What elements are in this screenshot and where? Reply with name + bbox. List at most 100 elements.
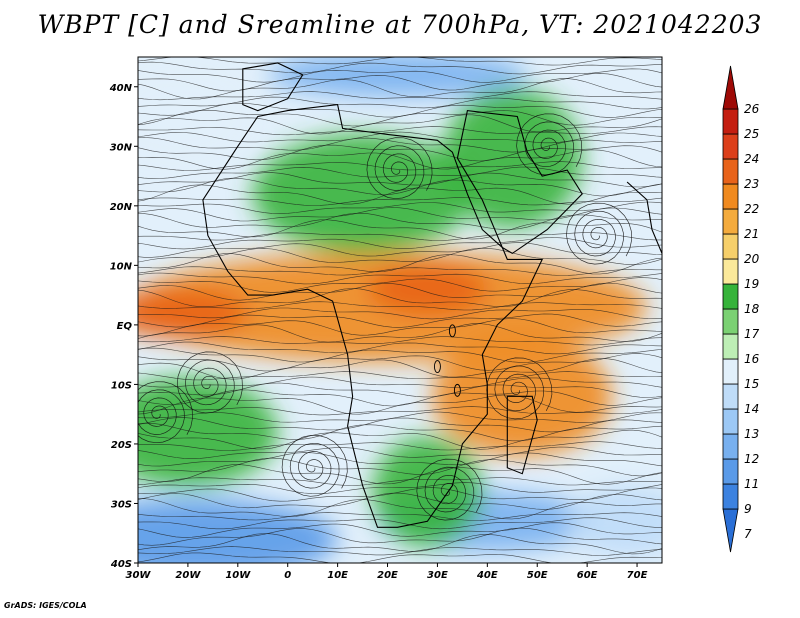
- latitude-axis: 40N 30N 20N 10N EQ 10S 20S 30S 40S: [109, 83, 138, 570]
- streamline-1: [138, 61, 662, 75]
- streamline-39: [138, 323, 662, 343]
- lon-tick-label: 30W: [126, 570, 152, 581]
- longitude-axis: 30W 20W 10W 0 10E 20E 30E 40E 50E 60E 70E: [126, 563, 648, 581]
- vortex-4: [366, 137, 433, 200]
- field-central-africa-max: [367, 264, 488, 315]
- streamline-21: [138, 201, 662, 214]
- colorbar-label: 24: [744, 152, 759, 166]
- streamline-55: [138, 441, 662, 451]
- streamline-24: [138, 219, 662, 240]
- colorbar-label: 9: [744, 502, 752, 516]
- colorbar-segment: [722, 308, 739, 335]
- field-north-atlantic-cool: [138, 71, 248, 162]
- streamline-2: [138, 68, 662, 83]
- chart-title: WBPT [C] and Sreamline at 700hPa, VT: 20…: [37, 10, 763, 39]
- streamline-22: [138, 207, 662, 222]
- vortex-7: [281, 434, 348, 497]
- streamline-23: [138, 212, 662, 230]
- streamline-48: [138, 389, 662, 407]
- colorbar-label: 15: [744, 377, 759, 391]
- colorbar-label: 13: [744, 427, 759, 441]
- field-mediterranean-cold: [267, 57, 528, 97]
- streamline-33: [138, 282, 662, 301]
- coastline-arabia: [456, 109, 583, 255]
- lon-tick-label: 20E: [377, 570, 398, 581]
- streamline-59: [138, 464, 662, 485]
- lon-tick-label: 30E: [427, 570, 448, 581]
- streamline-60: [138, 477, 662, 486]
- coastline-india: [626, 181, 662, 255]
- colorbar-segment: [722, 458, 739, 485]
- lon-tick-label: 70E: [627, 570, 648, 581]
- streamline-49: [138, 394, 662, 415]
- plot-area: [138, 57, 662, 563]
- streamline-35: [138, 301, 662, 311]
- streamline-68: [138, 527, 662, 546]
- colorbar-label: 7: [744, 527, 752, 541]
- vortex-2: [486, 357, 553, 420]
- colorbar-label: 16: [744, 352, 760, 366]
- colorbar-label: 18: [744, 302, 760, 316]
- streamline-26: [138, 237, 662, 250]
- streamline-16: [138, 166, 662, 179]
- colorbar-segment: [722, 383, 739, 410]
- field-south-atlantic-cold: [138, 499, 338, 563]
- streamline-34: [138, 288, 662, 307]
- streamline-42: [138, 347, 662, 363]
- streamline-44: [138, 358, 662, 380]
- colorbar-segment: [722, 133, 739, 160]
- streamline-6: [138, 96, 662, 110]
- colorbar-label: 26: [744, 102, 760, 116]
- lon-tick-label: 10W: [225, 570, 251, 581]
- lat-tick-label: 20N: [110, 202, 133, 213]
- streamline-25: [138, 232, 662, 241]
- streamline-45: [138, 371, 662, 381]
- colorbar-label: 21: [744, 227, 759, 241]
- streamline-52: [138, 417, 662, 433]
- field-sahara-green: [252, 133, 473, 254]
- lat-tick-label: 10N: [110, 261, 133, 272]
- streamline-62: [138, 487, 662, 502]
- vortex-5: [516, 113, 583, 176]
- streamline-63: [138, 492, 662, 510]
- streamline-37: [138, 313, 662, 328]
- coastlines: [202, 62, 662, 528]
- lon-tick-label: 50E: [527, 570, 548, 581]
- colorbar-segment: [722, 333, 739, 360]
- field-indian-ocean-south-cool: [567, 486, 662, 557]
- streamline-61: [138, 482, 662, 495]
- coastline-africa: [202, 103, 544, 528]
- streamline-14: [138, 149, 662, 170]
- colorbar-segment: [722, 233, 739, 260]
- field-arabia-green: [442, 88, 583, 229]
- colorbar-segment: [722, 358, 739, 385]
- lat-tick-label: 10S: [111, 380, 132, 391]
- lon-tick-label: 10E: [327, 570, 348, 581]
- streamline-27: [138, 242, 662, 258]
- streamline-47: [138, 382, 662, 398]
- streamline-8: [138, 109, 662, 127]
- streamline-12: [138, 137, 662, 153]
- lat-tick-label: 40N: [109, 83, 133, 94]
- colorbar-segment: [722, 108, 739, 135]
- streamline-40: [138, 336, 662, 346]
- lake-2: [453, 383, 461, 397]
- coastline-iberia: [242, 62, 304, 112]
- lon-tick-label: 0: [284, 570, 291, 581]
- colorbar-label: 12: [744, 452, 759, 466]
- streamline-17: [138, 172, 662, 188]
- streamline-69: [138, 533, 662, 555]
- vortex-1: [176, 351, 243, 414]
- streamline-4: [138, 78, 662, 100]
- vortex-3: [416, 458, 483, 521]
- streamline-57: [138, 452, 662, 467]
- lake-1: [433, 360, 441, 374]
- streamline-0: [138, 57, 662, 66]
- colorbar-max-arrow: [722, 65, 739, 110]
- vortex-0: [138, 381, 193, 444]
- streamline-50: [138, 406, 662, 416]
- lon-tick-label: 40E: [476, 570, 498, 581]
- colorbar-label: 14: [744, 402, 759, 416]
- colorbar-segment: [722, 158, 739, 185]
